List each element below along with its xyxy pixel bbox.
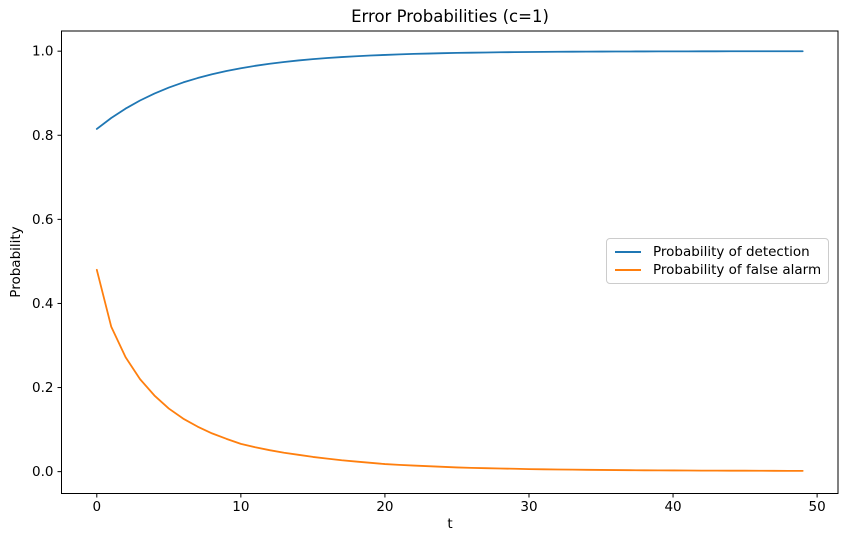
detection-line [95,50,804,130]
x-tick-label: 20 [376,499,393,515]
detection-line-sample [615,250,641,253]
false-alarm-line [95,268,804,472]
x-tick-label: 50 [809,499,826,515]
x-tick-label: 30 [520,499,537,515]
chart-title: Error Probabilities (c=1) [351,7,549,26]
legend-label-detection: Probability of detection [653,243,810,260]
plot-border [61,30,839,494]
y-tick-label: 1.0 [32,44,53,60]
x-tick-label: 10 [232,499,249,515]
false-alarm-line-sample [615,269,641,272]
y-axis-label: Probability [8,226,24,298]
legend-item-false-alarm: Probability of false alarm [615,261,822,279]
x-tick-label: 0 [92,499,101,515]
legend-label-false-alarm: Probability of false alarm [653,262,822,279]
y-tick-label: 0.2 [32,380,53,396]
legend-box: Probability of detection Probability of … [606,238,829,284]
legend-item-detection: Probability of detection [615,243,820,261]
y-tick-label: 0.4 [32,296,53,312]
y-tick-label: 0.0 [32,464,53,480]
x-tick-label: 40 [664,499,681,515]
y-tick-label: 0.6 [32,212,53,228]
y-tick-label: 0.8 [32,128,53,144]
x-axis-label: t [447,516,453,532]
